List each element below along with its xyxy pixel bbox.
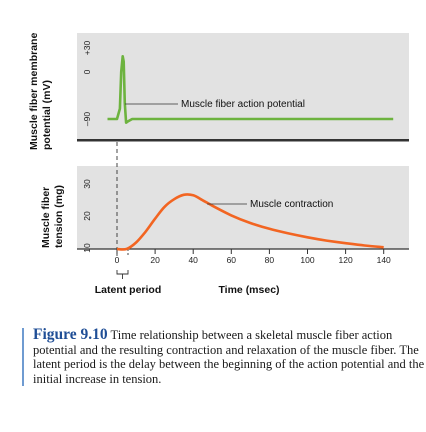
figure-caption: Figure 9.10 Time relationship between a … bbox=[22, 326, 426, 386]
latent-period-label: Latent period bbox=[95, 284, 162, 296]
x-tick-label: 120 bbox=[339, 255, 353, 265]
top-ytick-label: +30 bbox=[82, 41, 92, 56]
bottom-panel-background bbox=[77, 166, 409, 249]
bottom-y-axis-title-line: Muscle fiber bbox=[40, 187, 52, 248]
bottom-ytick-label: 20 bbox=[82, 211, 92, 221]
top-y-axis-title-line: potential (mV) bbox=[41, 80, 53, 150]
contraction-label: Muscle contraction bbox=[250, 199, 333, 210]
top-y-axis-title-line1: Muscle fiber membranepotential (mV) bbox=[28, 33, 53, 150]
x-tick-label: 20 bbox=[150, 255, 160, 265]
figure-chart: Muscle fiber membranepotential (mV) Musc… bbox=[28, 33, 409, 296]
top-ytick-label: 0 bbox=[82, 69, 92, 74]
figure-label: Figure 9.10 bbox=[33, 326, 108, 343]
x-tick-label: 80 bbox=[265, 255, 275, 265]
x-tick-label: 40 bbox=[188, 255, 198, 265]
bottom-y-axis-title-line: tension (mg) bbox=[53, 185, 65, 248]
latent-period-bracket bbox=[116, 270, 129, 279]
top-panel-baseline bbox=[77, 139, 409, 142]
action-potential-label: Muscle fiber action potential bbox=[181, 99, 305, 110]
x-tick-label: 140 bbox=[377, 255, 391, 265]
top-ytick-label: –90 bbox=[82, 112, 92, 126]
figure-caption-text: Time relationship between a skeletal mus… bbox=[33, 328, 425, 386]
x-tick-label: 60 bbox=[227, 255, 237, 265]
contraction-line bbox=[116, 193, 384, 251]
bottom-ytick-label: 30 bbox=[82, 179, 92, 189]
x-tick-label: 100 bbox=[300, 255, 314, 265]
x-axis-title: Time (msec) bbox=[218, 284, 279, 296]
top-y-axis-title-line: Muscle fiber membrane bbox=[28, 33, 40, 150]
top-panel-background bbox=[77, 33, 409, 139]
x-axis-ticks: 0 20 40 60 80 100 120 140 bbox=[115, 249, 391, 265]
bottom-y-axis-title: Muscle fibertension (mg) bbox=[40, 185, 65, 248]
action-potential-line bbox=[107, 55, 394, 124]
bottom-ytick-label: 10 bbox=[82, 243, 92, 253]
x-tick-label: 0 bbox=[115, 255, 120, 265]
